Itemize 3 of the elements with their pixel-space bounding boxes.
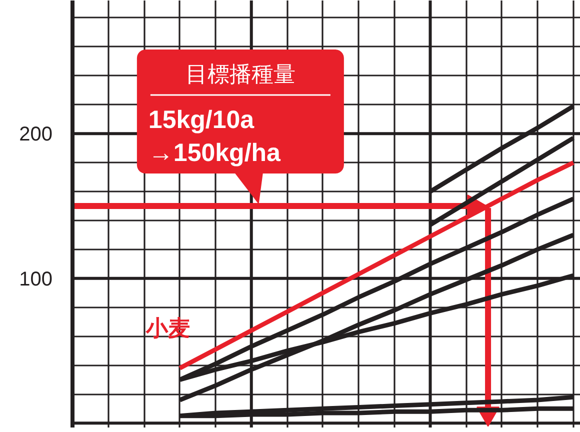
annotation: 目標播種量 15kg/10a →150kg/ha <box>148 62 296 168</box>
y-tick-label: 100 <box>19 268 53 290</box>
y-tick-label: 200 <box>19 124 53 146</box>
